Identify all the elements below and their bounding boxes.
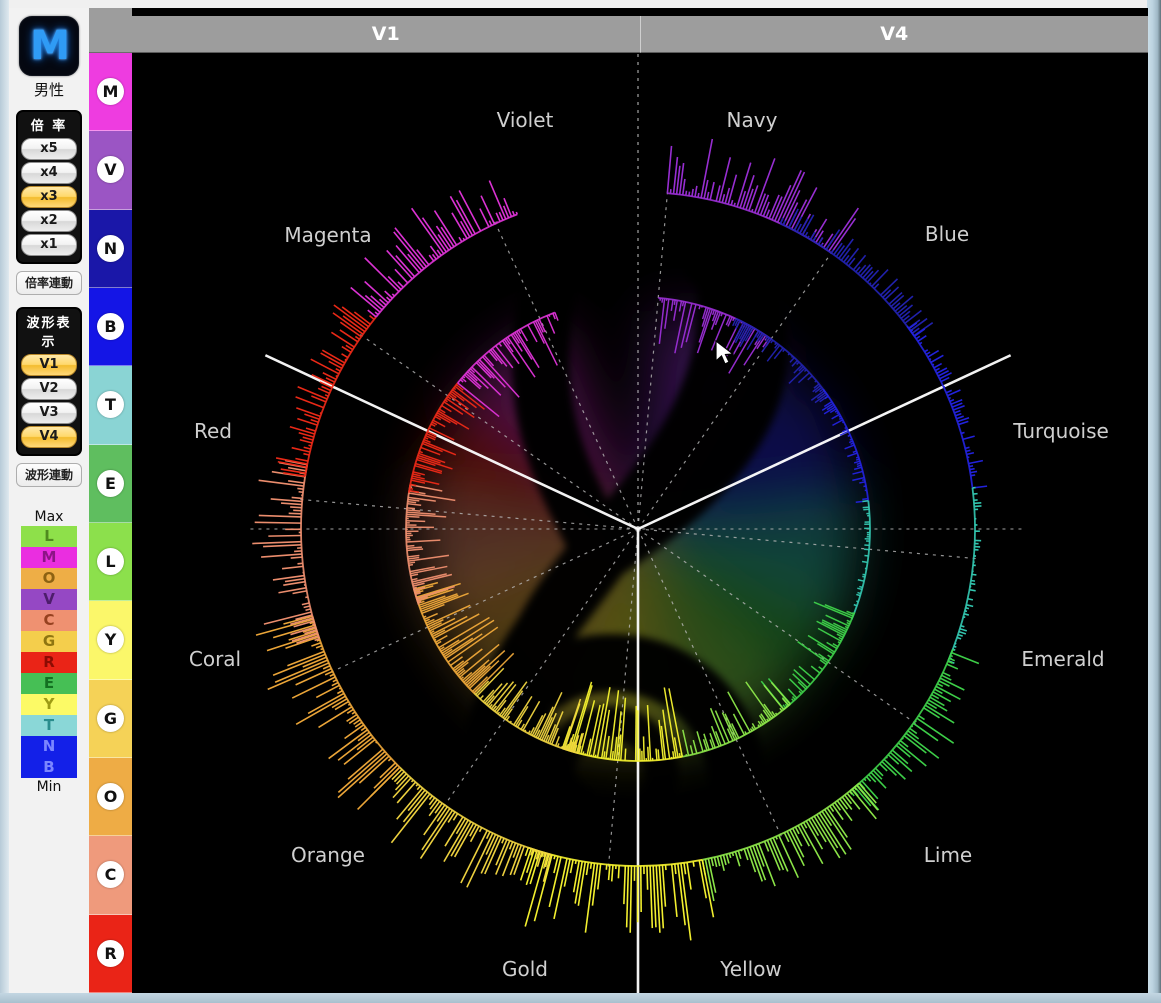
strip-badge-y: Y: [97, 626, 124, 654]
strip-badge-b: B: [97, 313, 124, 341]
strip-item-g[interactable]: G: [89, 679, 132, 758]
column-header-v1[interactable]: V1: [132, 16, 641, 53]
strip-badge-r: R: [97, 939, 124, 967]
sector-label-yellow: Yellow: [720, 957, 782, 981]
magnification-option-x3[interactable]: x3: [21, 186, 77, 208]
strip-item-c[interactable]: C: [89, 836, 132, 915]
magnification-option-x4[interactable]: x4: [21, 162, 77, 184]
strip-badge-l: L: [97, 548, 124, 576]
column-header: V1 V4: [132, 16, 1148, 53]
magnification-option-x2[interactable]: x2: [21, 210, 77, 232]
strip-badge-c: C: [97, 861, 124, 889]
legend-band-r: R: [21, 652, 77, 673]
sector-label-navy: Navy: [726, 108, 778, 132]
app-logo-caption: 男性: [33, 81, 64, 99]
app-logo-letter: M: [30, 23, 70, 69]
waveform-title: 波形表示: [26, 316, 72, 350]
magnification-option-x1[interactable]: x1: [21, 234, 77, 256]
strip-header-spacer: [89, 8, 132, 53]
window-frame-bottom: [0, 993, 1161, 1003]
sector-label-red: Red: [194, 419, 232, 443]
strip-item-v[interactable]: V: [89, 131, 132, 210]
waveform-panel: 波形表示 V1 V2 V3 V4: [16, 307, 82, 456]
sector-label-violet: Violet: [496, 108, 554, 132]
strip-item-b[interactable]: B: [89, 287, 132, 367]
magnification-panel: 倍 率 x5 x4 x3 x2 x1: [16, 110, 82, 264]
magnification-options: x5 x4 x3 x2 x1: [21, 138, 77, 256]
sector-label-blue: Blue: [924, 222, 970, 246]
legend-band-t: T: [21, 715, 77, 736]
legend-band-g: G: [21, 631, 77, 652]
magnification-title: 倍 率: [30, 119, 68, 134]
sector-label-emerald: Emerald: [1021, 647, 1105, 671]
waveform-option-v1[interactable]: V1: [21, 354, 77, 376]
waveform-options: V1 V2 V3 V4: [21, 354, 77, 448]
legend-band-b: B: [21, 757, 77, 778]
waveform-option-v3[interactable]: V3: [21, 402, 77, 424]
sector-label-coral: Coral: [188, 647, 242, 671]
strip-item-t[interactable]: T: [89, 366, 132, 445]
sector-label-orange: Orange: [291, 843, 365, 867]
strip-item-n[interactable]: N: [89, 209, 132, 288]
legend-max-label: Max: [34, 509, 64, 525]
strip-cells: M V N B T E L Y G O C R: [89, 53, 132, 993]
window-frame-right: [1147, 0, 1161, 1003]
magnification-option-x5[interactable]: x5: [21, 138, 77, 160]
strip-item-y[interactable]: Y: [89, 601, 132, 680]
legend-band-y: Y: [21, 694, 77, 715]
legend-band-v: V: [21, 589, 77, 610]
strip-badge-n: N: [97, 234, 124, 262]
legend-band-o: O: [21, 568, 77, 589]
magnification-link-button[interactable]: 倍率連動: [16, 271, 82, 295]
app-logo-m-icon: M: [19, 16, 79, 76]
strip-badge-v: V: [97, 156, 124, 184]
strip-item-m[interactable]: M: [89, 53, 132, 132]
legend-min-label: Min: [36, 779, 62, 795]
column-header-v4[interactable]: V4: [640, 16, 1148, 53]
sector-label-lime: Lime: [923, 843, 973, 867]
strip-item-o[interactable]: O: [89, 757, 132, 837]
sector-label-gold: Gold: [502, 957, 548, 981]
window-frame-top: [0, 0, 1161, 8]
strip-item-e[interactable]: E: [89, 444, 132, 523]
color-letter-strip: M V N B T E L Y G O C R: [89, 8, 132, 993]
legend-band-n: N: [21, 736, 77, 757]
strip-item-r[interactable]: R: [89, 914, 132, 993]
radial-spectrum-chart: [250, 53, 1026, 993]
main-panel: V1 V4 Violet Navy Blue Turquoise Emerald Lime Y…: [132, 8, 1148, 993]
waveform-option-v4[interactable]: V4: [21, 426, 77, 448]
legend-band-e: E: [21, 673, 77, 694]
strip-badge-g: G: [97, 704, 124, 732]
strip-badge-e: E: [97, 469, 124, 497]
window-frame-left: [0, 0, 9, 1003]
sector-label-turquoise: Turquoise: [1013, 419, 1109, 443]
strip-item-l[interactable]: L: [89, 522, 132, 602]
sidebar: M 男性 倍 率 x5 x4 x3 x2 x1 倍率連動 波形表示 V1 V2 V3 V4 波…: [9, 8, 89, 993]
legend-band-l: L: [21, 526, 77, 547]
sector-label-magenta: Magenta: [284, 223, 372, 247]
legend-band-c: C: [21, 610, 77, 631]
strip-badge-t: T: [97, 391, 124, 419]
legend-band-m: M: [21, 547, 77, 568]
waveform-link-button[interactable]: 波形連動: [16, 463, 82, 487]
strip-badge-m: M: [97, 78, 124, 106]
spectrum-canvas-area[interactable]: Violet Navy Blue Turquoise Emerald Lime Yellow…: [132, 53, 1148, 993]
strip-badge-o: O: [97, 783, 124, 811]
waveform-option-v2[interactable]: V2: [21, 378, 77, 400]
